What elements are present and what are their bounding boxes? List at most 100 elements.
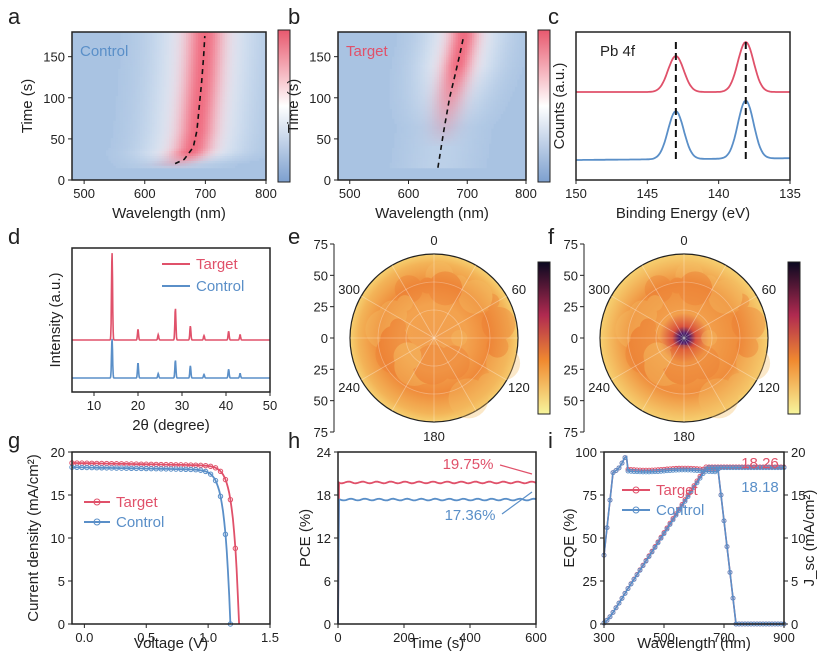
heatmap-cell: [135, 96, 139, 100]
heatmap-cell: [185, 147, 189, 151]
heatmap-cell: [413, 86, 417, 90]
heatmap-cell: [173, 76, 177, 80]
heatmap-cell: [113, 143, 117, 147]
heatmap-cell: [453, 133, 457, 137]
heatmap-cell: [479, 83, 482, 87]
heatmap-cell: [142, 81, 146, 85]
heatmap-cell: [183, 32, 187, 36]
heatmap-cell: [241, 64, 245, 68]
heatmap-cell: [446, 125, 450, 129]
heatmap-cell: [429, 135, 433, 139]
heatmap-cell: [125, 39, 129, 43]
heatmap-cell: [130, 76, 134, 80]
heatmap-cell: [152, 71, 156, 75]
heatmap-cell: [227, 96, 231, 100]
heatmap-cell: [130, 36, 134, 40]
heatmap-cell: [263, 110, 267, 114]
heatmap-cell: [198, 32, 202, 36]
heatmap-cell: [446, 157, 450, 161]
heatmap-cell: [181, 115, 185, 119]
heatmap-cell: [229, 103, 233, 107]
heatmap-cell: [142, 76, 146, 80]
heatmap-cell: [215, 44, 219, 48]
heatmap-cell: [149, 96, 153, 100]
heatmap-cell: [441, 86, 445, 90]
heatmap-cell: [156, 123, 160, 127]
heatmap-cell: [462, 155, 466, 159]
heatmap-cell: [130, 98, 134, 102]
heatmap-cell: [152, 103, 156, 107]
heatmap-cell: [251, 59, 255, 63]
heatmap-cell: [173, 152, 177, 156]
heatmap-cell: [399, 160, 403, 164]
heatmap-cell: [118, 76, 122, 80]
heatmap-cell: [450, 120, 454, 124]
heatmap-cell: [115, 110, 119, 114]
heatmap-cell: [200, 123, 204, 127]
heatmap-cell: [422, 81, 426, 85]
heatmap-cell: [132, 83, 136, 87]
heatmap-cell: [420, 103, 424, 107]
heatmap-cell: [229, 56, 233, 60]
heatmap-cell: [234, 61, 238, 65]
heatmap-cell: [467, 143, 471, 147]
heatmap-cell: [234, 69, 238, 73]
heatmap-cell: [118, 73, 122, 77]
heatmap-cell: [436, 150, 440, 154]
heatmap-cell: [127, 155, 131, 159]
heatmap-cell: [166, 56, 170, 60]
heatmap-cell: [232, 41, 236, 45]
heatmap-cell: [263, 133, 267, 137]
heatmap-cell: [183, 51, 187, 55]
heatmap-cell: [217, 98, 221, 102]
heatmap-cell: [202, 98, 206, 102]
heatmap-cell: [137, 32, 141, 36]
heatmap-cell: [232, 71, 236, 75]
heatmap-cell: [246, 106, 250, 110]
heatmap-cell: [125, 162, 129, 166]
heatmap-cell: [488, 123, 492, 127]
heatmap-cell: [154, 66, 158, 70]
heatmap-cell: [198, 86, 202, 90]
heatmap-cell: [188, 157, 192, 161]
heatmap-cell: [244, 115, 248, 119]
heatmap-cell: [166, 98, 170, 102]
heatmap-cell: [176, 76, 180, 80]
heatmap-cell: [222, 162, 226, 166]
heatmap-cell: [246, 76, 250, 80]
heatmap-cell: [137, 120, 141, 124]
heatmap-cell: [417, 143, 421, 147]
heatmap-cell: [181, 128, 185, 132]
heatmap-cell: [200, 128, 204, 132]
heatmap-cell: [232, 51, 236, 55]
heatmap-cell: [424, 135, 428, 139]
heatmap-cell: [144, 147, 148, 151]
heatmap-cell: [217, 66, 221, 70]
heatmap-cell: [443, 125, 447, 129]
heatmap-cell: [154, 133, 158, 137]
heatmap-cell: [239, 73, 243, 77]
heatmap-cell: [488, 115, 492, 119]
annotation-label: Control: [80, 43, 128, 60]
heatmap-cell: [185, 130, 189, 134]
heatmap-cell: [147, 135, 151, 139]
heatmap-cell: [207, 157, 211, 161]
heatmap-cell: [115, 165, 119, 169]
heatmap-cell: [251, 81, 255, 85]
heatmap-cell: [394, 135, 398, 139]
heatmap-cell: [152, 76, 156, 80]
heatmap-cell: [493, 120, 497, 124]
heatmap-cell: [256, 120, 260, 124]
heatmap-cell: [450, 81, 454, 85]
heatmap-cell: [149, 98, 153, 102]
heatmap-cell: [436, 128, 440, 132]
x-tick-label: 700: [195, 186, 217, 201]
heatmap-cell: [227, 143, 231, 147]
heatmap-cell: [149, 41, 153, 45]
heatmap-cell: [224, 98, 228, 102]
heatmap-cell: [479, 106, 482, 110]
heatmap-cell: [401, 108, 405, 112]
heatmap-cell: [509, 88, 513, 92]
heatmap-cell: [176, 44, 180, 48]
heatmap-cell: [239, 120, 243, 124]
